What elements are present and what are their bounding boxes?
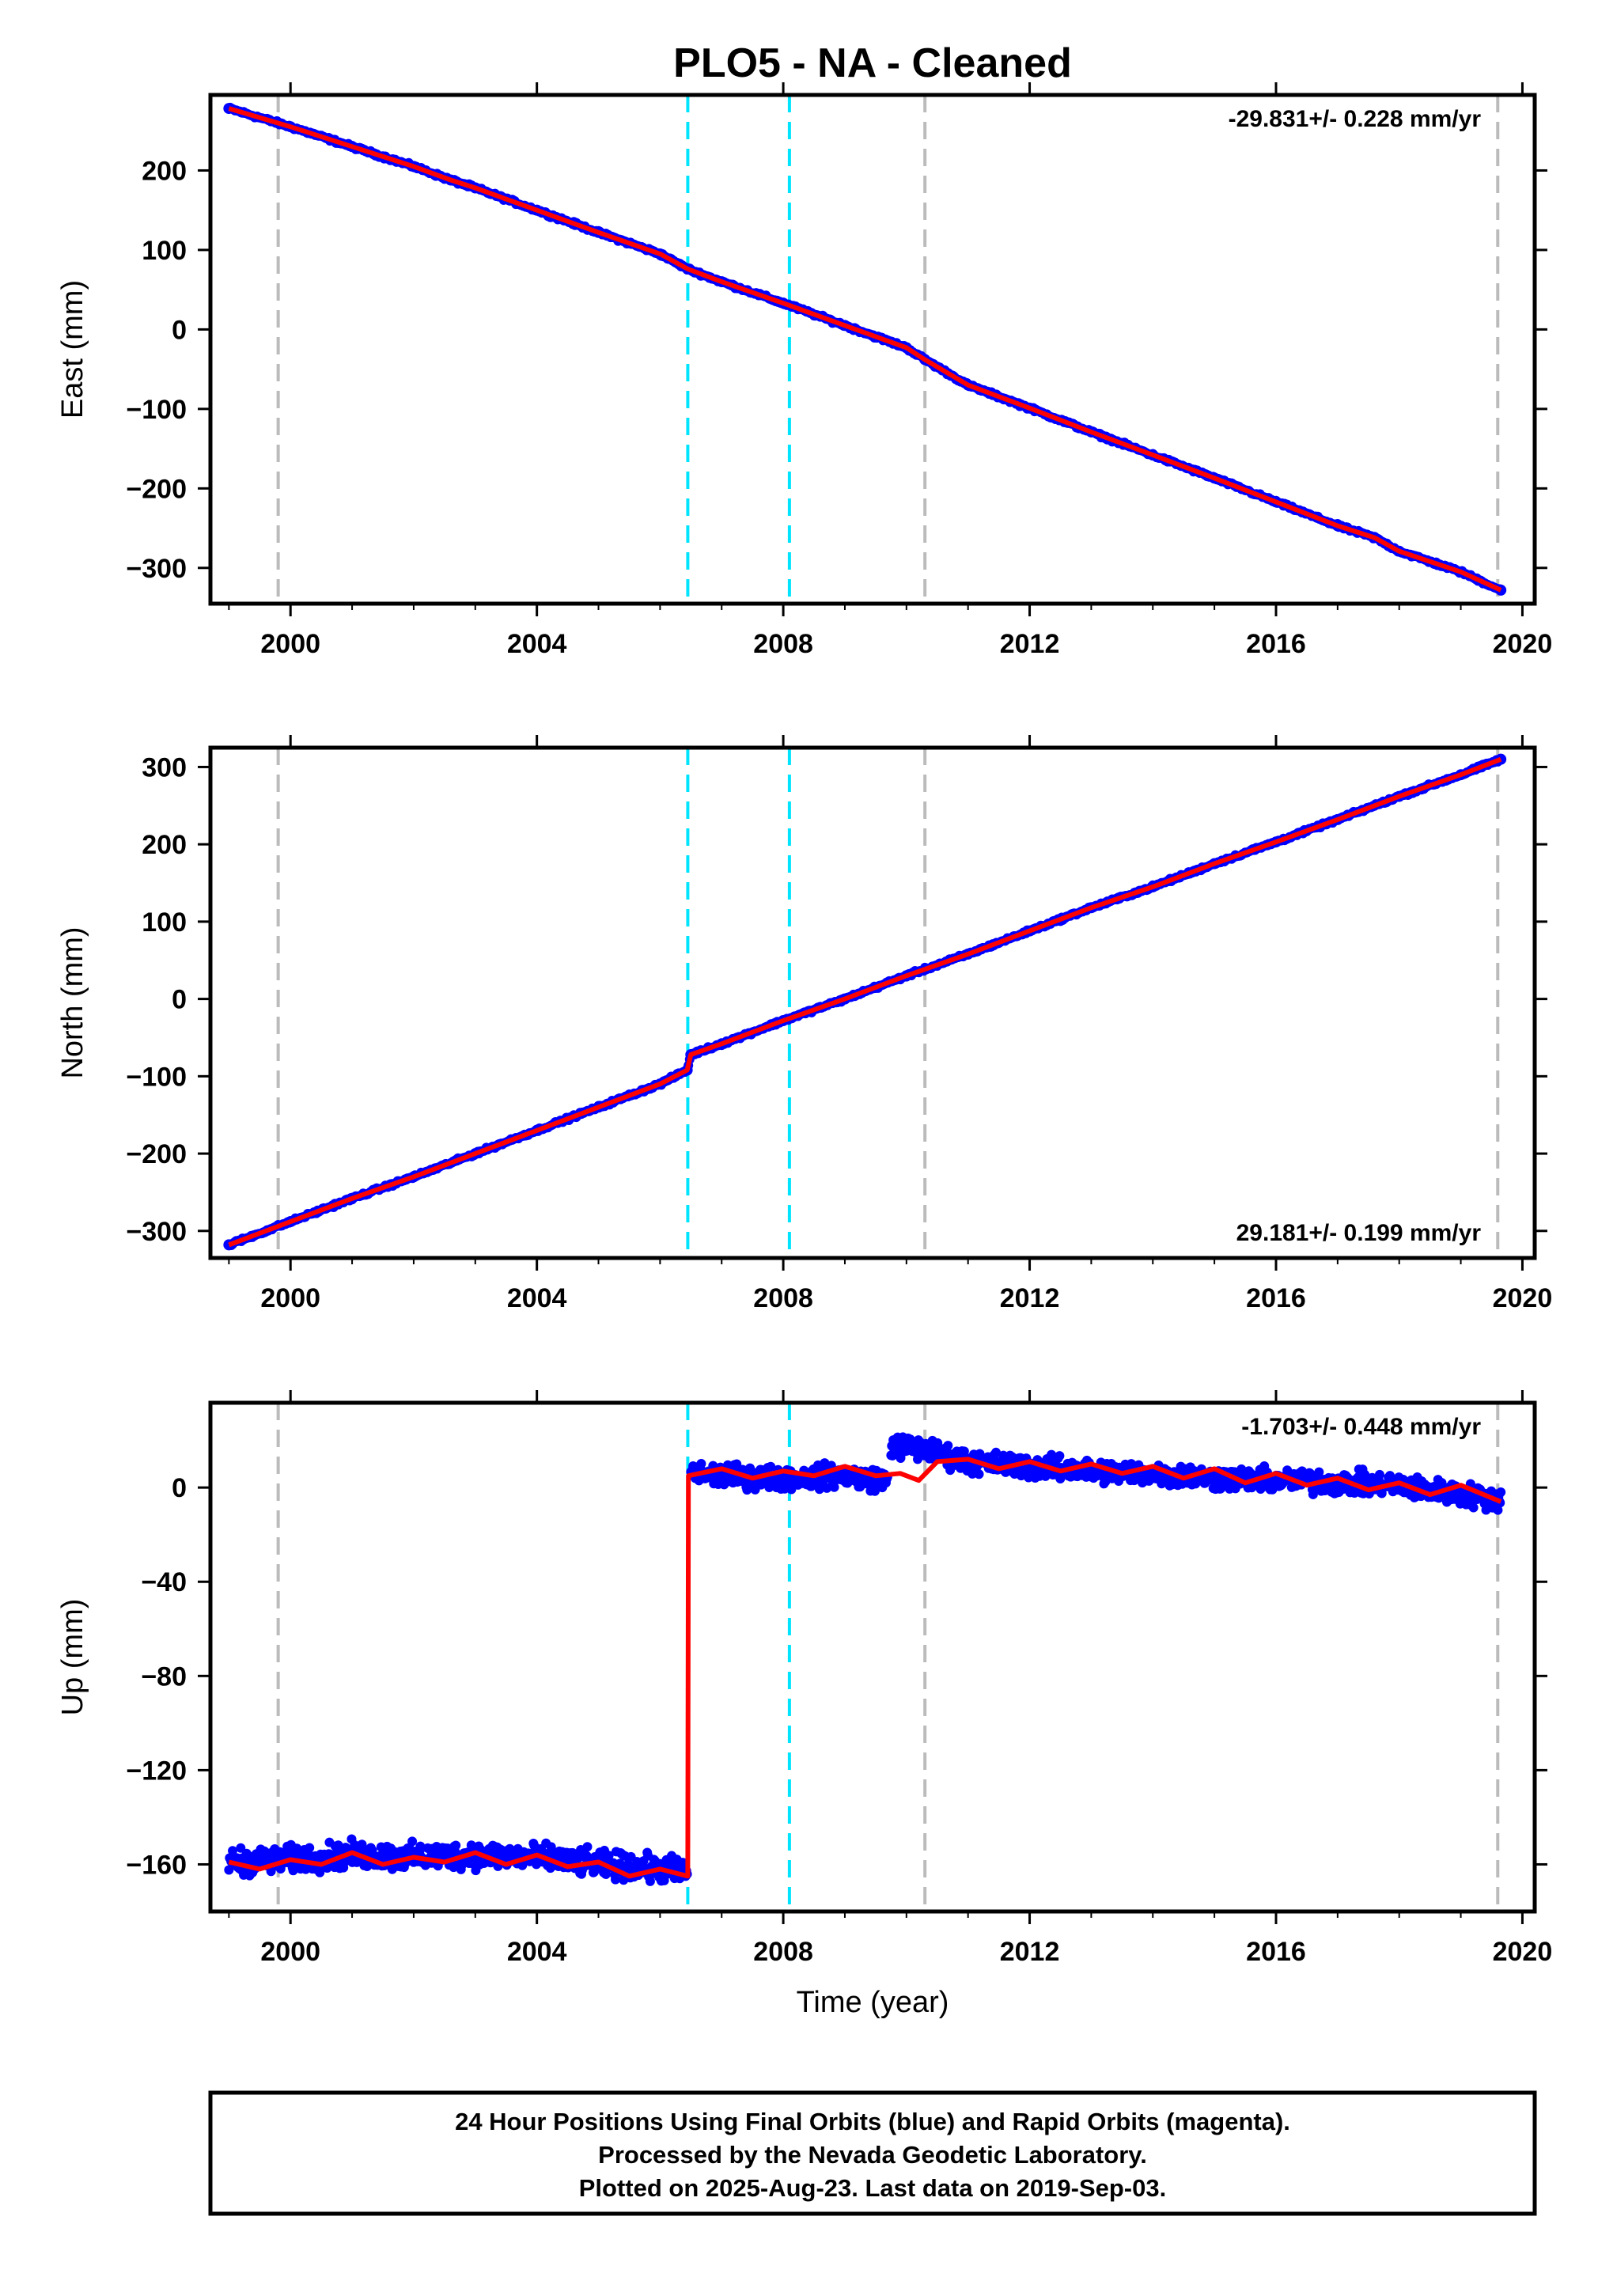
y-tick-label: 0: [172, 315, 187, 345]
x-tick-label: 2004: [507, 629, 567, 659]
footer-border: [208, 2090, 1537, 2216]
data-point: [943, 1441, 953, 1451]
data-point: [991, 1447, 1002, 1457]
data-point: [696, 1458, 706, 1468]
north-panel: 2000 2004 2008 2012 2016 2020 300 200 100 0 −100 −2…: [56, 735, 1552, 1313]
data-point: [974, 1469, 984, 1480]
data-point: [305, 1843, 315, 1853]
x-tick-label: 2020: [1493, 629, 1553, 659]
x-tick-label: 2012: [1000, 629, 1060, 659]
x-tick-label: 2016: [1246, 1283, 1306, 1313]
x-tick-label: 2008: [753, 1283, 813, 1313]
data-point: [611, 1874, 621, 1885]
plot-area: [224, 1403, 1506, 1911]
x-tick-label: 2004: [507, 1937, 567, 1967]
data-point: [1493, 1505, 1503, 1515]
x-tick-label: 2000: [260, 1937, 320, 1967]
y-tick-label: −200: [126, 1139, 187, 1169]
x-axis-label: Time (year): [797, 1986, 949, 2019]
data-point: [1308, 1489, 1318, 1499]
data-point: [959, 1446, 969, 1457]
data-points: [223, 102, 1507, 596]
data-point: [1468, 1502, 1479, 1513]
x-tick-label: 2000: [260, 1283, 320, 1313]
x-tick-label: 2008: [753, 1937, 813, 1967]
x-tick-label: 2012: [1000, 1937, 1060, 1967]
data-point: [1496, 1487, 1506, 1498]
y-axis-label: North (mm): [56, 926, 89, 1078]
velocity-annotation: -1.703+/- 0.448 mm/yr: [1241, 1414, 1481, 1440]
east-panel: 2000 2004 2008 2012 2016 2020 200 100 0 −100 −200 −…: [56, 82, 1552, 659]
model-fit-line: [228, 1457, 1502, 1879]
x-tick-label: 2016: [1246, 629, 1306, 659]
footer-line-1: 24 Hour Positions Using Final Orbits (bl…: [455, 2108, 1290, 2135]
velocity-annotation: -29.831+/- 0.228 mm/yr: [1229, 106, 1482, 132]
x-tick-label: 2020: [1493, 1283, 1553, 1313]
data-point: [645, 1876, 655, 1886]
data-point: [766, 1461, 776, 1472]
y-tick-label: −160: [126, 1850, 187, 1880]
data-point: [582, 1842, 593, 1852]
y-axis-label: Up (mm): [56, 1599, 89, 1716]
y-tick-label: 100: [142, 907, 187, 938]
y-tick-label: −100: [126, 1062, 187, 1092]
figure-title: PLO5 - NA - Cleaned: [673, 40, 1072, 86]
plot-area: [223, 95, 1507, 604]
data-point: [367, 1845, 377, 1855]
plot-area: [223, 748, 1507, 1258]
data-point: [407, 1836, 418, 1847]
data-point: [451, 1840, 461, 1851]
y-tick-label: 300: [142, 752, 187, 782]
x-tick-label: 2008: [753, 629, 813, 659]
x-tick-label: 2012: [1000, 1283, 1060, 1313]
data-point: [1055, 1451, 1065, 1461]
data-point: [1314, 1467, 1324, 1477]
y-tick-label: 100: [142, 236, 187, 266]
data-point: [315, 1867, 325, 1877]
y-tick-label: −100: [126, 395, 187, 425]
y-tick-label: −120: [126, 1756, 187, 1786]
up-panel: 2000 2004 2008 2012 2016 2020 0 −40 −80 −120 −160 U…: [56, 1390, 1552, 2019]
footer-box: 24 Hour Positions Using Final Orbits (bl…: [208, 2090, 1537, 2216]
data-points: [224, 1432, 1506, 1886]
data-point: [224, 1865, 234, 1875]
data-point: [292, 1843, 302, 1854]
data-point: [1374, 1469, 1384, 1480]
y-axis-label: East (mm): [56, 280, 89, 419]
velocity-annotation: 29.181+/- 0.199 mm/yr: [1236, 1220, 1482, 1246]
plot-frame: [208, 1400, 1537, 1914]
y-tick-label: −40: [141, 1567, 187, 1597]
model-fit-line: [228, 756, 1502, 1248]
x-tick-label: 2016: [1246, 1937, 1306, 1967]
footer-line-2: Processed by the Nevada Geodetic Laborat…: [598, 2141, 1147, 2169]
y-tick-label: 0: [172, 1473, 187, 1503]
y-tick-label: 0: [172, 985, 187, 1015]
footer-line-3: Plotted on 2025-Aug-23. Last data on 201…: [579, 2174, 1166, 2202]
y-tick-label: −200: [126, 474, 187, 504]
x-tick-label: 2020: [1493, 1937, 1553, 1967]
data-point: [869, 1486, 880, 1496]
plot-frame: [208, 93, 1537, 606]
y-tick-label: 200: [142, 156, 187, 186]
data-point: [236, 1843, 246, 1853]
x-tick-label: 2000: [260, 629, 320, 659]
data-point: [415, 1841, 426, 1851]
y-tick-label: 200: [142, 830, 187, 860]
y-tick-label: −300: [126, 1217, 187, 1247]
data-point: [456, 1860, 467, 1870]
plot-frame: [208, 745, 1537, 1260]
y-tick-label: −80: [141, 1661, 187, 1692]
x-tick-label: 2004: [507, 1283, 567, 1313]
y-tick-label: −300: [126, 554, 187, 584]
data-point: [228, 1846, 238, 1856]
model-fit-line: [228, 106, 1502, 593]
